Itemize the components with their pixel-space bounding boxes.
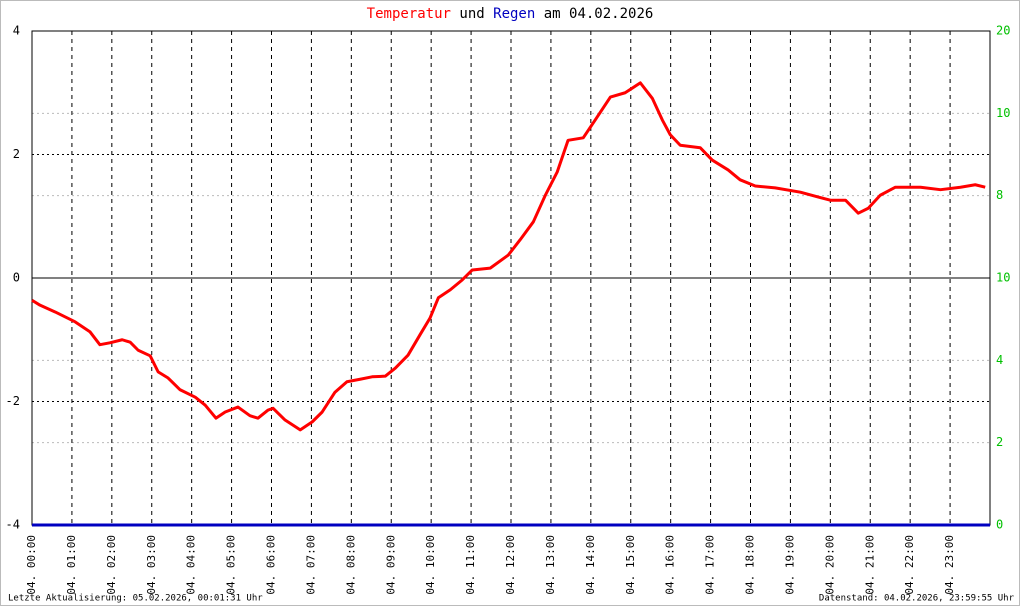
x-tick-label: 04. 09:00 — [384, 535, 397, 595]
y2-tick-label: 10 — [996, 271, 1010, 285]
x-tick-label: 04. 01:00 — [65, 535, 78, 595]
x-tick-label: 04. 15:00 — [624, 535, 637, 595]
x-tick-label: 04. 05:00 — [225, 535, 238, 595]
y-tick-label: -4 — [6, 518, 20, 532]
y-tick-label: 2 — [13, 147, 20, 161]
title-series-1: Temperatur — [367, 6, 451, 22]
title-date: am 04.02.2026 — [544, 6, 654, 22]
x-tick-label: 04. 00:00 — [25, 535, 38, 595]
x-tick-label: 04. 23:00 — [943, 535, 956, 595]
y2-tick-label: 10 — [996, 106, 1010, 120]
x-tick-label: 04. 14:00 — [584, 535, 597, 595]
x-tick-label: 04. 03:00 — [145, 535, 158, 595]
x-tick-label: 04. 12:00 — [504, 535, 517, 595]
x-tick-label: 04. 13:00 — [544, 535, 557, 595]
chart-title: Temperatur und Regen am 04.02.2026 — [367, 6, 654, 22]
y2-tick-label: 2 — [996, 435, 1003, 449]
title-connector: und — [459, 6, 484, 22]
x-tick-label: 04. 11:00 — [464, 535, 477, 595]
x-tick-label: 04. 08:00 — [344, 535, 357, 595]
x-tick-label: 04. 17:00 — [704, 535, 717, 595]
title-series-2: Regen — [493, 6, 535, 22]
y-tick-label: -2 — [6, 394, 20, 408]
y-tick-label: 0 — [13, 271, 20, 285]
y2-tick-label: 20 — [996, 24, 1010, 38]
x-tick-label: 04. 16:00 — [664, 535, 677, 595]
x-tick-label: 04. 22:00 — [903, 535, 916, 595]
y2-tick-label: 4 — [996, 353, 1003, 367]
y2-tick-label: 0 — [996, 518, 1003, 532]
y2-tick-label: 8 — [996, 188, 1003, 202]
x-tick-label: 04. 21:00 — [863, 535, 876, 595]
footer-right: Datenstand: 04.02.2026, 23:59:55 Uhr — [819, 594, 1015, 604]
x-tick-label: 04. 10:00 — [424, 535, 437, 595]
x-tick-label: 04. 02:00 — [105, 535, 118, 595]
y-tick-label: 4 — [13, 24, 20, 38]
x-tick-label: 04. 07:00 — [304, 535, 317, 595]
footer-left: Letzte Aktualisierung: 05.02.2026, 00:01… — [8, 594, 263, 604]
x-tick-label: 04. 19:00 — [783, 535, 796, 595]
x-tick-label: 04. 18:00 — [744, 535, 757, 595]
series-line — [31, 81, 986, 432]
x-tick-label: 04. 04:00 — [185, 535, 198, 595]
x-tick-label: 04. 06:00 — [265, 535, 278, 595]
x-tick-label: 04. 20:00 — [823, 535, 836, 595]
